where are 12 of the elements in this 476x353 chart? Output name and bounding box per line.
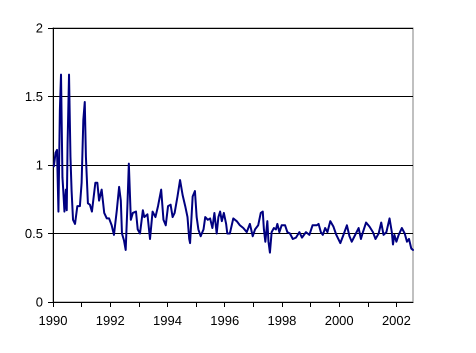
x-tick-label: 1998 [267,313,296,328]
y-tick-label: 0.5 [24,226,43,241]
y-tick-label: 0 [36,294,43,310]
x-tick-label: 1990 [38,313,68,328]
x-tick-label: 1996 [210,313,240,328]
x-tick-label: 1992 [96,313,125,328]
x-tick-label: 2002 [382,313,411,328]
y-tick-label: 2 [36,20,43,36]
y-tick-label: 1 [36,158,43,172]
y-tick-label: 1.5 [24,89,43,104]
x-tick-label: 2000 [324,313,354,328]
x-tick-label: 1994 [153,313,182,328]
